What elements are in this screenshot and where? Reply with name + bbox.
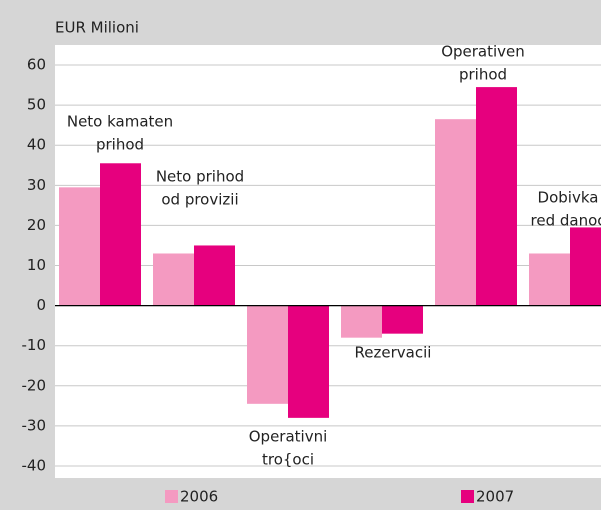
category-label: Operativen [441,43,525,61]
bar [247,305,288,404]
bar [570,227,601,306]
bar [59,187,100,306]
y-tick-label: 50 [27,96,46,114]
y-tick-label: 10 [27,256,46,274]
bar [194,245,235,306]
category-label: prihod [459,66,507,84]
y-tick-label: -10 [22,336,47,354]
bar [341,305,382,338]
bar [435,119,476,306]
legend-swatch [165,490,178,503]
bar [153,253,194,306]
bar [529,253,570,306]
legend-label: 2006 [180,488,218,506]
category-label: Neto kamaten [67,113,173,131]
y-tick-label: 40 [27,136,46,154]
bar [476,87,517,306]
y-tick-label: 30 [27,176,46,194]
y-axis-label: EUR Milioni [55,19,139,37]
y-tick-label: -20 [22,376,47,394]
bar [382,305,423,334]
y-tick-label: -30 [22,416,47,434]
category-label: Dobivka [538,189,599,207]
bar [100,163,141,306]
y-tick-label: 20 [27,216,46,234]
legend-label: 2007 [476,488,514,506]
y-tick-label: 60 [27,56,46,74]
category-label: Operativni [249,428,328,446]
y-tick-label: -40 [22,456,47,474]
bar [288,305,329,418]
category-label: Neto prihod [156,168,244,186]
category-label: tro{oci [262,451,314,469]
y-tick-label: 0 [36,296,46,314]
category-label: red danoc [531,212,601,230]
category-label: Rezervacii [355,344,432,362]
category-label: od provizii [161,191,238,209]
legend-swatch [461,490,474,503]
category-label: prihod [96,136,144,154]
